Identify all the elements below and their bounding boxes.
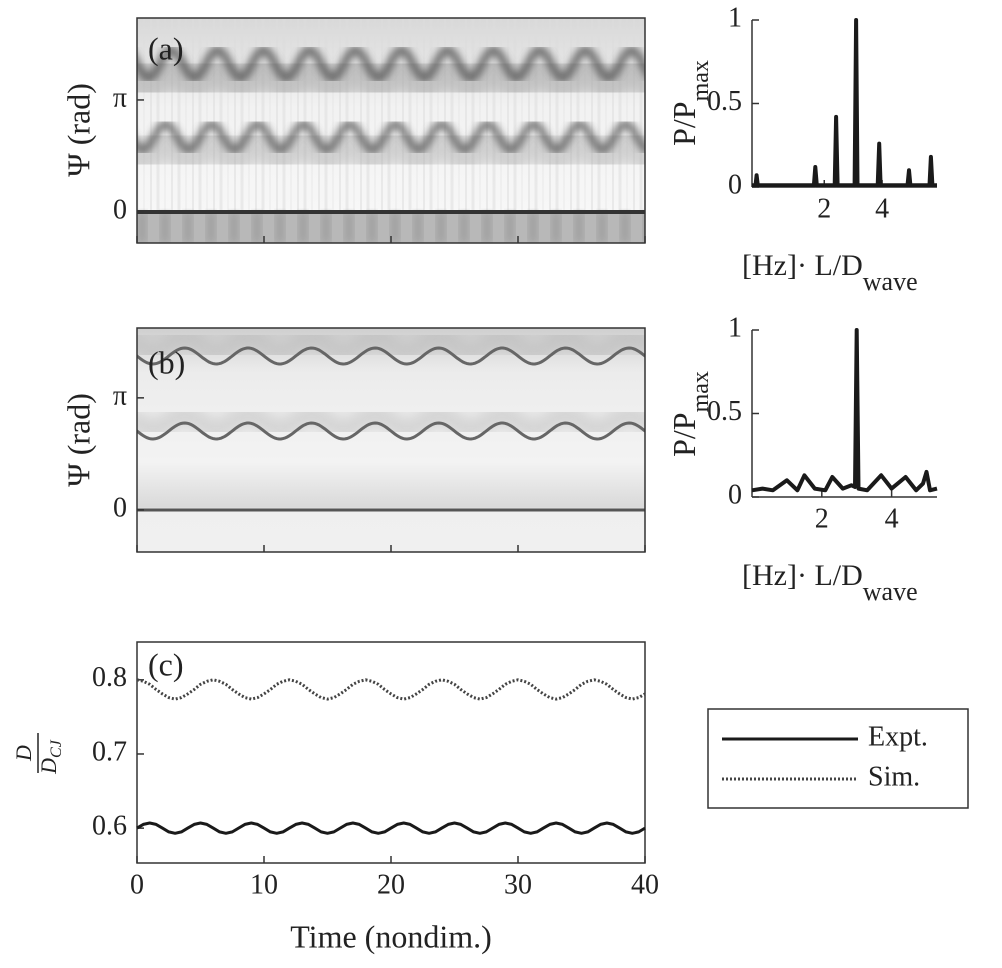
data-line (136, 678, 646, 701)
wave-front (137, 120, 645, 154)
label-sub: wave (863, 267, 918, 296)
streak (643, 212, 645, 243)
x-axis-label: Time (nondim.) (290, 918, 492, 954)
y-tick-label: 1 (728, 2, 742, 33)
x-axis-label: [Hz]· L/Dwave (742, 249, 918, 296)
streak (413, 212, 423, 243)
streak (390, 212, 400, 243)
streak (505, 212, 515, 243)
plot-layer: 0π(a)00.512 40π(b)00.512 40.60.70.80 10 20 30… (92, 2, 969, 900)
label-main: [Hz]· L/D (742, 559, 863, 592)
data-line (136, 821, 646, 835)
x-tick-label: 0 (130, 869, 144, 900)
streak (436, 212, 446, 243)
y-tick-label: 1 (728, 312, 742, 343)
y-axis-label: Ψ (rad) (60, 393, 96, 487)
streak (574, 212, 584, 243)
y-axis-label: D DCJ (11, 733, 65, 775)
y-tick-label: 0 (113, 194, 127, 225)
legend-box (707, 708, 969, 809)
y-tick-label: 0.7 (92, 736, 127, 767)
streak (206, 212, 216, 243)
panel-label: (b) (148, 344, 185, 380)
streak (229, 212, 239, 243)
wave-front (137, 328, 645, 365)
streak (482, 212, 492, 243)
y-tick-label: 0 (728, 479, 742, 510)
wave-front (137, 346, 645, 366)
x-tick-label: 2 (815, 503, 829, 534)
y-tick-label: π (113, 380, 127, 411)
y-tick-label: π (113, 82, 127, 113)
streak (183, 212, 193, 243)
label-main: D (36, 758, 61, 775)
data-line (752, 18, 937, 188)
streak (321, 212, 331, 243)
y-tick-label: 0.8 (92, 662, 127, 693)
y-axis-label: P/Pmax (666, 371, 713, 457)
wave-front (137, 123, 645, 177)
y-tick-label: 0 (728, 169, 742, 200)
wave-front (137, 45, 645, 83)
streak (528, 212, 538, 243)
legend-label: Sim. (868, 761, 920, 792)
x-tick-label: 4 (885, 503, 899, 534)
x-tick-label: 2 (817, 193, 831, 224)
wave-front (137, 50, 645, 106)
label-sub: CJ (48, 739, 65, 758)
streak (597, 212, 607, 243)
y-tick-label: 0.6 (92, 811, 127, 842)
streak (620, 212, 630, 243)
fraction-den: DCJ (36, 739, 65, 775)
label-main: P/P (666, 412, 702, 456)
label-main: [Hz]· L/D (742, 249, 863, 282)
panel-label: (a) (148, 30, 184, 66)
panel-label: (c) (148, 646, 184, 682)
plot-area (137, 328, 645, 552)
x-tick-label: 4 (875, 193, 889, 224)
y-tick-label: 0.5 (707, 396, 742, 427)
label-sub: max (688, 60, 714, 101)
streak (252, 212, 262, 243)
streak (367, 212, 377, 243)
axes-frame (136, 641, 646, 864)
y-tick-label: 0.5 (707, 86, 742, 117)
label-main: P/P (666, 101, 702, 145)
y-axis-label: Ψ (rad) (60, 83, 96, 177)
streak (275, 212, 285, 243)
wave-front (137, 403, 645, 441)
y-tick-label: 0 (113, 492, 127, 523)
wave-front (137, 421, 645, 441)
label-sub: max (688, 371, 714, 412)
x-tick-label: 20 (377, 869, 405, 900)
streak (344, 212, 354, 243)
x-tick-label: 40 (631, 869, 659, 900)
legend-label: Expt. (868, 721, 928, 752)
x-tick-label: 10 (250, 869, 278, 900)
y-axis-label: P/Pmax (666, 60, 713, 146)
plot-area (137, 18, 645, 243)
streak (298, 212, 308, 243)
heatmap-bg (137, 328, 645, 552)
x-tick-label: 30 (504, 869, 532, 900)
fraction-num: D (11, 745, 36, 762)
label-sub: wave (863, 577, 918, 606)
streak (551, 212, 561, 243)
data-line (751, 328, 938, 493)
x-axis-label: [Hz]· L/Dwave (742, 559, 918, 606)
streak (160, 212, 170, 243)
streak (137, 212, 147, 243)
streak (459, 212, 469, 243)
